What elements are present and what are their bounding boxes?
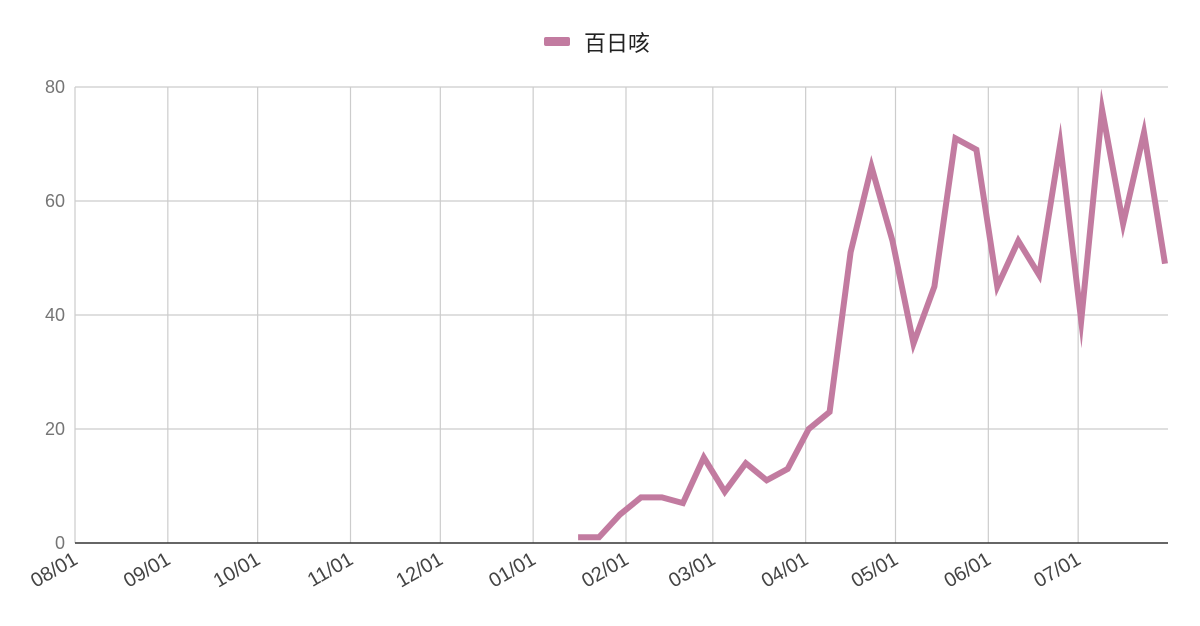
x-tick-label: 04/01 [758, 548, 812, 592]
x-tick-label: 07/01 [1030, 548, 1084, 592]
x-tick-label: 01/01 [485, 548, 539, 592]
y-tick-label: 20 [45, 419, 65, 439]
legend-swatch [544, 37, 570, 46]
x-tick-label: 08/01 [27, 548, 81, 592]
grid-lines [74, 86, 1168, 543]
x-tick-label: 02/01 [578, 548, 632, 592]
x-tick-label: 11/01 [304, 548, 357, 591]
series-layer [578, 88, 1168, 541]
series-line-0 [578, 88, 1168, 541]
y-axis-ticks: 0 20 40 60 80 [45, 77, 65, 553]
y-tick-label: 0 [55, 533, 65, 553]
x-tick-label: 03/01 [665, 548, 719, 592]
y-tick-label: 40 [45, 305, 65, 325]
x-tick-label: 06/01 [940, 548, 994, 592]
x-tick-label: 12/01 [392, 548, 446, 592]
legend: 百日咳 [544, 32, 650, 57]
x-axis-ticks: 08/01 09/01 10/01 11/01 12/01 01/01 02/01 03/01… [27, 548, 1085, 592]
x-tick-label: 09/01 [120, 548, 174, 592]
legend-label: 百日咳 [584, 32, 650, 57]
y-tick-label: 80 [45, 77, 65, 97]
x-tick-label: 10/01 [210, 548, 264, 592]
y-tick-label: 60 [45, 191, 65, 211]
x-tick-label: 05/01 [848, 548, 902, 592]
